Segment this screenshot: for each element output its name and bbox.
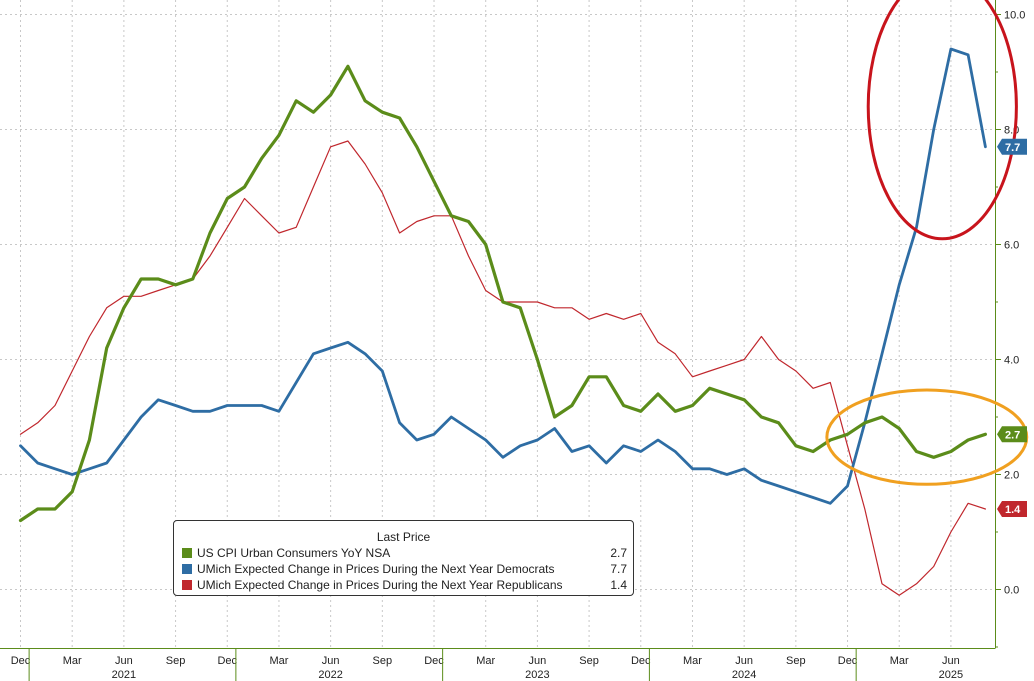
legend-value-republicans: 1.4 (610, 578, 627, 592)
annotation-circle-orange (825, 388, 1029, 486)
legend-item-republicans: UMich Expected Change in Prices During t… (174, 577, 633, 593)
x-tick-label: Jun (735, 655, 753, 667)
legend-item-democrats: UMich Expected Change in Prices During t… (174, 561, 633, 577)
y-tick-label: 0.0 (1004, 585, 1019, 597)
x-tick-label: Mar (476, 655, 495, 667)
y-tick-label: 2.0 (1004, 470, 1019, 482)
legend-title: Last Price (376, 530, 431, 544)
year-label: 2022 (318, 669, 342, 681)
legend-label-republicans: UMich Expected Change in Prices During t… (197, 578, 563, 592)
badge-democrats-text: 7.7 (1005, 142, 1020, 154)
series-layer (18, 47, 988, 596)
legend: Last Price US CPI Urban Consumers YoY NS… (173, 520, 634, 596)
y-tick-label: 6.0 (1004, 240, 1019, 252)
x-tick-label: Sep (166, 655, 186, 667)
legend-swatch-cpi (182, 548, 192, 558)
badge-republicans-text: 1.4 (1005, 504, 1021, 516)
y-tick-label: 10.0 (1004, 10, 1025, 22)
legend-value-cpi: 2.7 (610, 546, 627, 560)
y-tick-label: 4.0 (1004, 355, 1019, 367)
x-tick-label: Mar (269, 655, 288, 667)
x-tick-label: Jun (115, 655, 133, 667)
year-label: 2023 (525, 669, 549, 681)
legend-value-democrats: 7.7 (610, 562, 627, 576)
legend-swatch-republicans (182, 580, 192, 590)
x-tick-label: Dec (424, 655, 444, 667)
x-tick-label: Dec (217, 655, 237, 667)
legend-swatch-democrats (182, 564, 192, 574)
x-tick-label: Dec (11, 655, 31, 667)
x-tick-label: Jun (322, 655, 340, 667)
series-line-democrats (19, 47, 987, 505)
badge-cpi: 2.7 (997, 426, 1027, 443)
annotations (825, 0, 1029, 486)
x-tick-label: Mar (683, 655, 702, 667)
x-tick-label: Sep (579, 655, 599, 667)
x-tick-label: Jun (942, 655, 960, 667)
x-tick-label: Sep (786, 655, 806, 667)
year-label: 2024 (732, 669, 756, 681)
badge-democrats: 7.7 (997, 138, 1027, 155)
badge-cpi-shape (997, 426, 1027, 443)
year-label: 2025 (939, 669, 963, 681)
legend-label-cpi: US CPI Urban Consumers YoY NSA (197, 546, 391, 560)
x-tick-label: Jun (529, 655, 547, 667)
badge-republicans: 1.4 (997, 501, 1027, 517)
x-tick-label: Mar (890, 655, 909, 667)
x-tick-label: Mar (63, 655, 82, 667)
legend-label-democrats: UMich Expected Change in Prices During t… (197, 562, 555, 576)
x-tick-label: Dec (838, 655, 858, 667)
series-line-cpi (18, 64, 988, 523)
legend-item-cpi: US CPI Urban Consumers YoY NSA 2.7 (174, 545, 633, 561)
last-price-badges: 2.7 7.7 1.4 (997, 138, 1027, 517)
x-tick-label: Sep (373, 655, 393, 667)
annotation-circle-red (866, 0, 1018, 241)
badge-democrats-shape (997, 138, 1027, 155)
year-label: 2021 (112, 669, 136, 681)
badge-republicans-shape (997, 501, 1027, 517)
x-tick-label: Dec (631, 655, 651, 667)
badge-cpi-text: 2.7 (1005, 429, 1020, 441)
